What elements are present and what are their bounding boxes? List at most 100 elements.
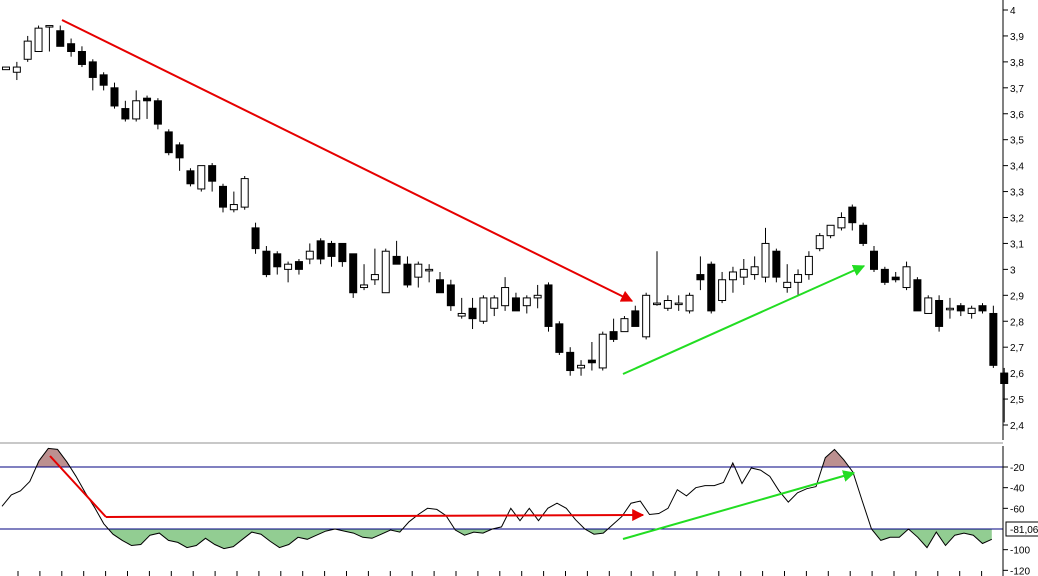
candle-body-down (77, 51, 86, 65)
candle (978, 303, 987, 314)
candle-body-down (631, 310, 640, 327)
candle (826, 224, 835, 239)
candle (446, 279, 455, 311)
candle-body-down (110, 87, 119, 107)
candle (457, 297, 466, 319)
candle (859, 222, 868, 247)
last-value-readout: -81,065 (1005, 521, 1038, 537)
candle (848, 204, 857, 231)
candle (186, 168, 195, 187)
candle-body-down (566, 351, 575, 372)
candle-body-up (45, 25, 54, 28)
osc-tick-label: -120 (1010, 566, 1030, 576)
candle-body-down (121, 108, 130, 120)
candle-body-down (989, 312, 998, 366)
candle-body-down (772, 250, 781, 278)
candlestick-series (2, 25, 1009, 423)
candle-body-up (370, 274, 379, 281)
candle (544, 282, 553, 332)
candle-body-down (403, 263, 412, 286)
candle (511, 292, 520, 312)
candle (707, 261, 716, 314)
candle (132, 90, 141, 122)
osc-tick-label: -20 (1010, 463, 1025, 474)
candle-body-down (609, 331, 618, 340)
candle (956, 303, 965, 317)
candle (761, 227, 770, 283)
candle-body-up (674, 302, 683, 306)
candle (121, 100, 130, 122)
candle-body-up (577, 364, 586, 369)
candle (522, 295, 531, 314)
candle (316, 238, 325, 265)
candle (663, 295, 672, 311)
candle-body-up (479, 297, 488, 322)
candle (327, 240, 336, 267)
candle-body-up (783, 281, 792, 289)
candle (533, 284, 542, 309)
price-tick-label: 2,8 (1010, 317, 1024, 328)
candle-body-up (663, 300, 672, 309)
candle-body-up (457, 312, 466, 317)
candle-body-up (620, 318, 629, 333)
overbought-fill (36, 448, 71, 467)
price-tick-label: 3,1 (1010, 239, 1024, 250)
oversold-fill (871, 529, 909, 541)
candle (794, 269, 803, 296)
price-tick-label: 2,4 (1010, 421, 1024, 432)
candle-body-down (880, 268, 889, 283)
candle (370, 248, 379, 285)
candle-body-up (815, 235, 824, 250)
candle (338, 242, 347, 267)
candle-body-down (186, 170, 195, 185)
candle (1000, 367, 1009, 423)
candle (870, 246, 878, 272)
candle-body-down (294, 261, 303, 270)
candle-body-down (707, 263, 716, 312)
candle-body-up (967, 307, 976, 314)
candle (77, 46, 86, 68)
candle (750, 256, 759, 280)
candle (609, 318, 618, 342)
candle-body-up (2, 66, 10, 71)
candle-body-up (924, 297, 933, 314)
price-tick-label: 3,4 (1010, 162, 1024, 173)
candle (924, 295, 933, 314)
candle (381, 248, 390, 294)
candle (490, 295, 499, 317)
candle-body-up (305, 250, 314, 260)
price-tick-label: 3,5 (1010, 136, 1024, 147)
overbought-fill (822, 449, 850, 467)
candle-body-down (56, 30, 65, 47)
candle (598, 331, 607, 371)
price-tick-label: 2,5 (1010, 395, 1024, 406)
candle (403, 256, 412, 288)
candle-body-down (143, 97, 152, 102)
candle (56, 25, 65, 47)
candle (739, 259, 748, 285)
candle (880, 266, 889, 285)
candle (2, 66, 10, 71)
price-tick-label: 3,8 (1010, 58, 1024, 69)
price-tick-label: 4 (1010, 6, 1016, 17)
candle-body-down (392, 255, 401, 265)
candle (12, 61, 21, 81)
candle (197, 165, 206, 192)
candle (685, 292, 694, 314)
candle (653, 251, 661, 306)
candle-body-up (598, 333, 607, 369)
candle (240, 176, 249, 210)
candle-body-up (685, 294, 694, 312)
candle-body-down (316, 240, 325, 260)
candle (631, 305, 640, 327)
candle-body-up (804, 255, 813, 276)
red-trend-arrow (61, 19, 634, 302)
osc-tick-label: -60 (1010, 504, 1025, 515)
candle-body-up (826, 224, 835, 237)
candle-body-up (739, 268, 748, 278)
candle-body-down (164, 131, 173, 154)
candle (479, 295, 488, 324)
price-tick-label: 3,2 (1010, 214, 1024, 225)
candle (468, 297, 477, 330)
